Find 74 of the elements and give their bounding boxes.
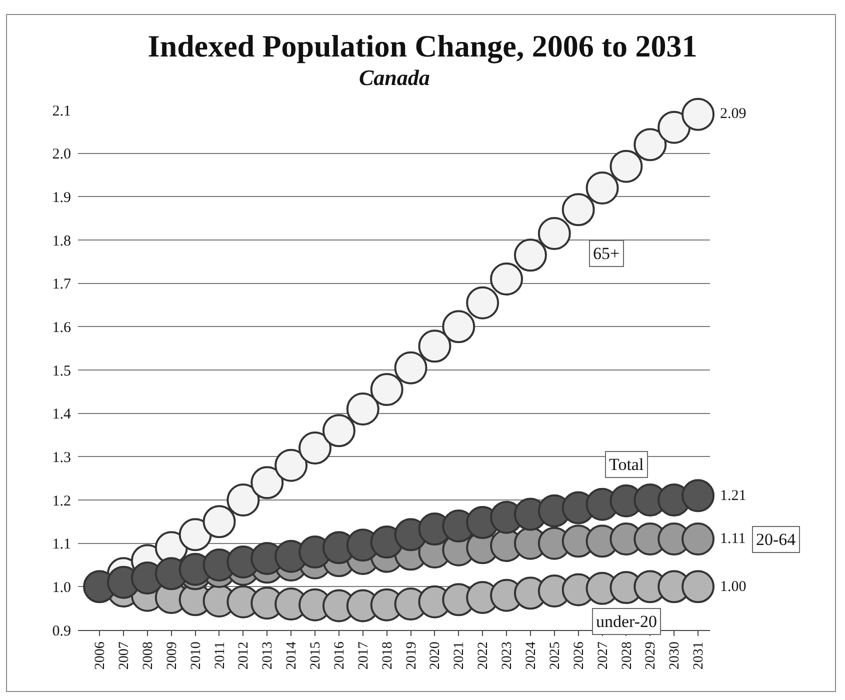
point xyxy=(610,150,643,183)
x-tick-label: 2027 xyxy=(596,642,611,670)
x-tick-label: 2014 xyxy=(284,642,300,670)
y-tick-label: 1.9 xyxy=(52,190,71,206)
x-tick-label: 2026 xyxy=(572,642,587,670)
series-label: under-20 xyxy=(596,612,658,631)
x-tick-label: 2006 xyxy=(93,642,108,670)
point xyxy=(682,522,715,556)
data-label: 1.00 xyxy=(720,579,746,595)
x-tick-label: 2007 xyxy=(117,642,132,670)
x-tick-label: 2025 xyxy=(548,642,563,670)
point xyxy=(682,570,715,604)
point xyxy=(226,484,260,516)
y-tick-label: 1.6 xyxy=(52,320,72,336)
x-tick-label: 2018 xyxy=(380,642,396,670)
x-tick-label: 2030 xyxy=(668,642,683,670)
y-tick-label: 1.4 xyxy=(52,406,72,423)
x-tick-label: 2031 xyxy=(692,642,707,670)
y-tick-label: 2.1 xyxy=(52,103,71,120)
point xyxy=(322,414,356,448)
x-tick-label: 2013 xyxy=(260,642,276,670)
x-tick-label: 2011 xyxy=(212,642,228,670)
data-label: 1.21 xyxy=(720,488,746,504)
point xyxy=(538,217,571,250)
y-tick-label: 1.5 xyxy=(52,363,71,380)
x-tick-label: 2009 xyxy=(164,642,180,670)
data-label: 2.09 xyxy=(720,106,746,122)
point xyxy=(658,110,691,144)
point xyxy=(562,193,595,226)
x-tick-label: 2012 xyxy=(236,642,252,670)
point xyxy=(514,238,547,272)
y-tick-label: 2.0 xyxy=(52,146,71,163)
y-tick-label: 1.1 xyxy=(52,536,71,553)
point xyxy=(394,351,428,384)
point xyxy=(682,479,715,512)
point xyxy=(682,98,715,131)
x-tick-label: 2024 xyxy=(524,642,539,670)
x-tick-label: 2019 xyxy=(404,642,420,670)
y-tick-label: 1.7 xyxy=(52,276,72,293)
point xyxy=(466,286,500,320)
point xyxy=(178,518,212,552)
y-tick-label: 1.2 xyxy=(52,493,71,510)
chart-title: Indexed Population Change, 2006 to 2031 xyxy=(148,28,698,64)
point xyxy=(274,448,308,482)
point xyxy=(298,432,332,464)
point xyxy=(202,505,236,538)
series-label: Total xyxy=(609,455,644,474)
x-tick-label: 2022 xyxy=(476,642,492,670)
x-tick-label: 2021 xyxy=(452,642,468,670)
text: 20-64 xyxy=(756,530,796,549)
x-tick-label: 2016 xyxy=(332,642,348,670)
point xyxy=(346,392,380,426)
x-tick-label: 2008 xyxy=(140,642,156,670)
x-tick-label: 2028 xyxy=(620,642,635,670)
point xyxy=(250,466,284,500)
x-tick-label: 2020 xyxy=(428,642,444,670)
point xyxy=(442,310,476,344)
point xyxy=(490,262,524,296)
y-tick-label: 0.9 xyxy=(52,623,71,640)
x-tick-label: 2015 xyxy=(308,642,324,670)
x-tick-label: 2017 xyxy=(356,642,372,670)
y-tick-label: 1.0 xyxy=(52,580,71,596)
x-tick-label: 2029 xyxy=(644,642,659,670)
chart-subtitle: Canada xyxy=(359,65,430,90)
series-label: 65+ xyxy=(593,244,620,263)
y-tick-label: 1.3 xyxy=(52,450,71,466)
x-tick-label: 2023 xyxy=(500,642,516,670)
point xyxy=(418,330,452,363)
data-label: 1.11 xyxy=(720,531,746,547)
point xyxy=(634,128,667,162)
point xyxy=(370,373,404,406)
x-tick-label: 2010 xyxy=(188,642,204,670)
point xyxy=(586,172,619,204)
y-tick-label: 1.8 xyxy=(52,233,71,250)
